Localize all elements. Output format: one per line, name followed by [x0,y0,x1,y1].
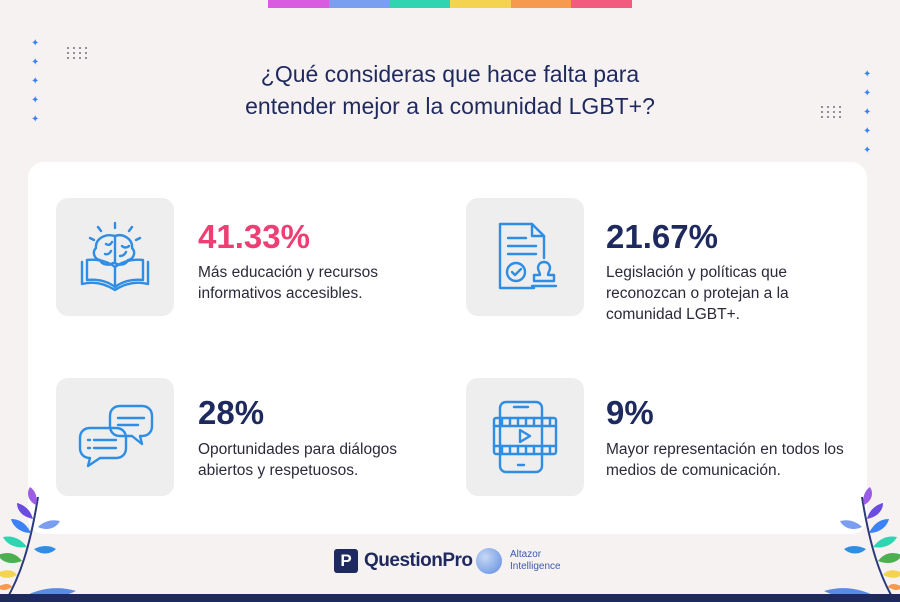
decorative-plant-right-icon [824,487,900,602]
decorative-plant-left-icon [0,487,76,602]
results-card: 41.33% Más educación y recursos informat… [28,162,867,534]
decorative-dot-grid-left [67,47,88,59]
description-dialogues: Oportunidades para diálogos abiertos y r… [198,441,398,479]
altazor-logo: Altazor Intelligence [476,548,561,574]
title-line-1: ¿Qué consideras que hace falta para [260,61,640,87]
description-education: Más educación y recursos informativos ac… [198,264,379,302]
decorative-dot-grid-right [821,106,842,118]
stat-dialogues: 28% [198,394,265,431]
altazor-line-1: Altazor [510,549,542,560]
decorative-sparkles-left: ✦ ✦ ✦ ✦ ✦ [31,38,40,125]
decorative-sparkles-right: ✦ ✦ ✦ ✦ ✦ [863,69,872,156]
questionpro-wordmark: QuestionPro [364,550,473,571]
chat-bubbles-icon [56,378,174,496]
title-line-2: entender mejor a la comunidad LGBT+? [245,93,655,119]
description-legislation: Legislación y políticas que reconozcan o… [606,264,789,323]
altazor-line-2: Intelligence [510,561,561,572]
stat-education: 41.33% [198,218,310,255]
page-title: ¿Qué consideras que hace falta para ente… [0,58,900,122]
document-stamp-icon [466,198,584,316]
stat-legislation: 21.67% [606,218,718,255]
description-representation: Mayor representación en todos los medios… [606,441,844,479]
stat-representation: 9% [606,394,654,431]
globe-icon [476,548,502,574]
phone-video-icon [466,378,584,496]
footer-bar [0,594,900,602]
rainbow-stripe [268,0,633,8]
questionpro-logo: P QuestionPro [334,549,473,573]
questionpro-mark-icon: P [334,549,358,573]
brain-book-icon [56,198,174,316]
